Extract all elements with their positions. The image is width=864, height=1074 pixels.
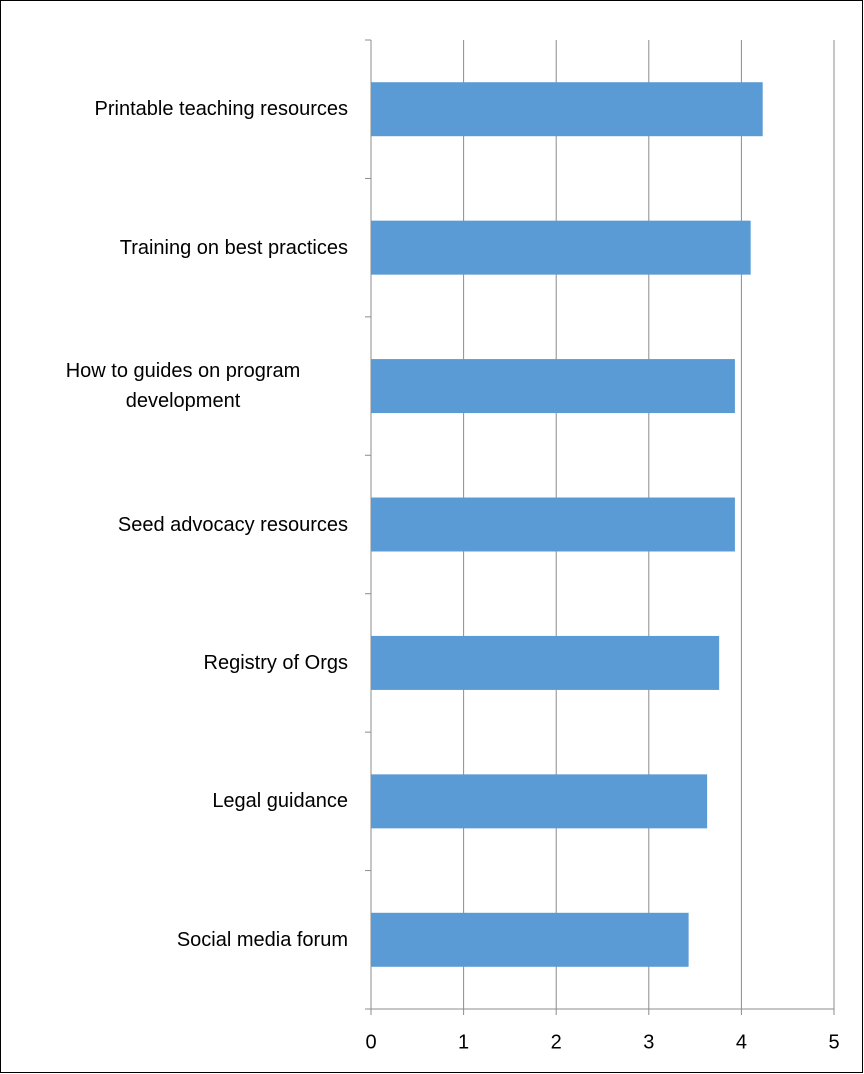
x-tick-label: 2 [551,1031,562,1053]
bar [371,912,689,967]
y-tick-label-box: Printable teaching resources [18,69,348,149]
bar [371,774,708,829]
bar [371,82,763,137]
y-tick-label: Seed advocacy resources [117,513,348,536]
y-tick-label-box: Legal guidance [18,761,348,841]
bar [371,220,751,275]
y-tick-label: Legal guidance [212,790,348,813]
bar [371,497,735,552]
y-tick-label-box: Registry of Orgs [18,623,348,703]
y-tick-label-box: How to guides on program development [18,346,348,426]
y-tick-label: Registry of Orgs [203,651,348,674]
y-tick-label: How to guides on program development [65,360,301,413]
y-tick-label-box: Social media forum [18,900,348,980]
x-tick-label: 5 [828,1031,839,1053]
x-tick-label: 1 [458,1031,469,1053]
y-tick-label-box: Training on best practices [18,208,348,288]
x-tick-label: 4 [736,1031,747,1053]
x-tick-label: 3 [643,1031,654,1053]
y-tick-label: Printable teaching resources [94,98,348,121]
y-tick-label-box: Seed advocacy resources [18,485,348,565]
y-tick-label: Training on best practices [119,236,348,259]
x-tick-label: 0 [365,1031,376,1053]
y-tick-label: Social media forum [176,928,348,951]
bar [371,635,720,690]
bar [371,359,735,414]
